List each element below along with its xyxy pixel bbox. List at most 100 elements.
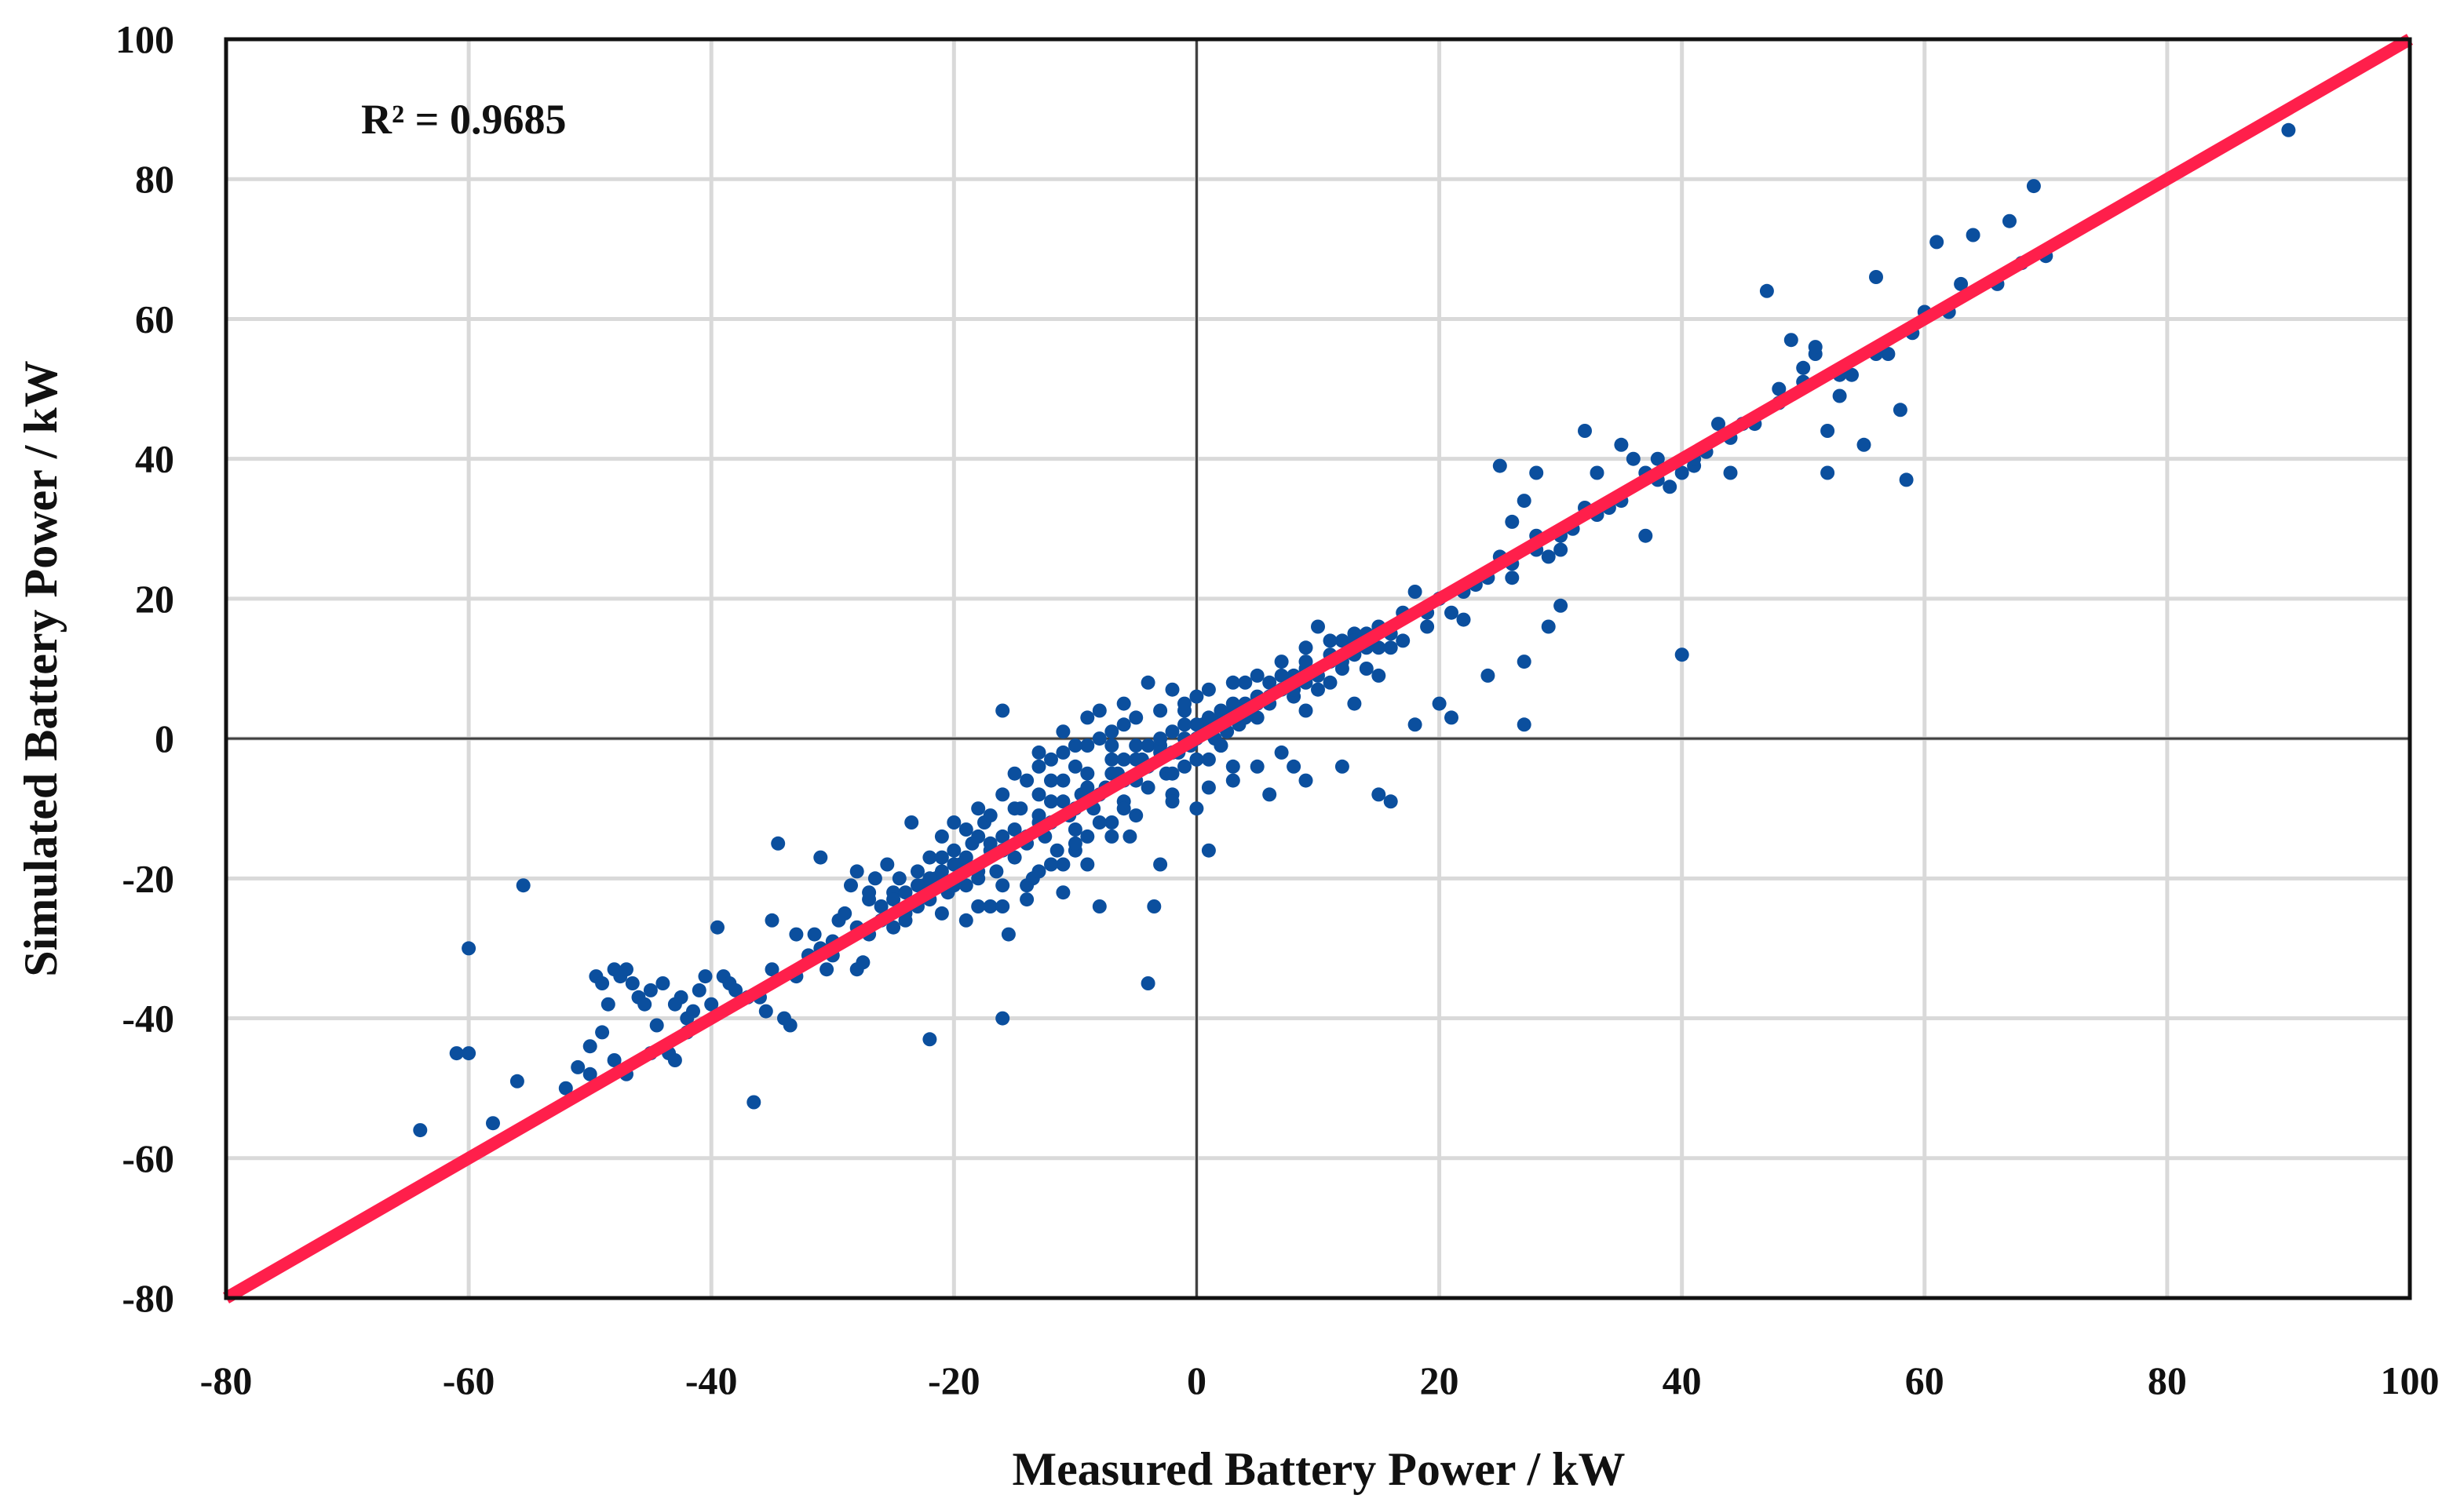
data-point	[947, 857, 962, 872]
data-point	[1104, 766, 1119, 781]
data-point	[1578, 424, 1592, 438]
data-point	[1031, 745, 1046, 760]
data-point	[1298, 655, 1313, 669]
data-point	[1262, 787, 1277, 802]
data-point	[1153, 857, 1168, 872]
data-point	[1238, 675, 1253, 690]
data-point	[1141, 738, 1155, 753]
data-point	[1371, 668, 1386, 683]
plot-frame	[224, 37, 2412, 1300]
data-point	[1104, 738, 1119, 753]
data-point	[1505, 571, 1520, 585]
data-point	[1177, 717, 1192, 732]
x-tick-labels: -80 -60 -40 -20 0 20 40 60 80 100	[200, 1358, 2440, 1402]
data-point	[1141, 976, 1155, 990]
data-point	[1001, 927, 1016, 942]
data-point	[1250, 710, 1265, 725]
data-point	[958, 913, 973, 928]
data-point	[1129, 752, 1144, 767]
data-point	[886, 892, 901, 907]
data-point	[728, 983, 743, 997]
data-point	[922, 1032, 937, 1047]
data-point	[1141, 780, 1155, 795]
data-point	[1674, 465, 1689, 480]
data-point	[1147, 899, 1162, 913]
data-point	[911, 864, 925, 879]
data-point	[1116, 801, 1131, 816]
data-point	[862, 885, 877, 900]
data-point	[1031, 759, 1046, 774]
fit-line-group	[223, 34, 2413, 1304]
data-point	[1020, 878, 1035, 893]
x-tick-label: 80	[2148, 1358, 2187, 1402]
data-point	[1080, 766, 1095, 781]
y-tick-label: -60	[122, 1136, 174, 1180]
data-point	[2281, 122, 2296, 137]
data-point	[771, 836, 786, 851]
y-tick-label: -40	[122, 997, 174, 1041]
data-point	[1129, 808, 1144, 823]
data-point	[1080, 780, 1095, 795]
data-point	[1201, 752, 1216, 767]
data-point	[1189, 689, 1204, 704]
data-point	[1056, 773, 1071, 788]
x-tick-label: -80	[200, 1358, 253, 1402]
data-point	[1104, 724, 1119, 739]
data-point	[1444, 710, 1458, 725]
data-point	[1383, 794, 1398, 809]
data-point	[1056, 724, 1071, 739]
data-point	[947, 843, 962, 858]
data-point	[1122, 829, 1137, 844]
data-point	[1553, 598, 1568, 613]
data-point	[1759, 283, 1774, 298]
data-point	[1371, 787, 1386, 802]
data-point	[1311, 682, 1325, 697]
data-point	[1068, 822, 1082, 837]
data-point	[1444, 605, 1458, 620]
data-point	[1650, 451, 1665, 466]
data-point	[958, 878, 973, 893]
data-point	[1311, 619, 1325, 634]
data-point	[600, 997, 615, 1012]
x-tick-label: 60	[1905, 1358, 1944, 1402]
data-point	[1298, 773, 1313, 788]
data-point	[1711, 417, 1725, 432]
data-point	[1056, 745, 1071, 760]
data-point	[1529, 465, 1544, 480]
data-point	[1031, 787, 1046, 802]
data-point	[1820, 424, 1835, 438]
data-point	[1432, 696, 1447, 711]
data-point	[1334, 759, 1349, 774]
data-point	[1165, 794, 1180, 809]
y-tick-label: -20	[122, 856, 174, 900]
data-point	[1505, 514, 1520, 529]
data-point	[1007, 766, 1022, 781]
data-point	[1020, 773, 1035, 788]
data-point	[1250, 668, 1265, 683]
data-point	[582, 1067, 597, 1081]
data-point	[595, 1025, 610, 1040]
data-point	[1044, 857, 1058, 872]
data-point	[1723, 465, 1738, 480]
data-point	[995, 899, 1010, 913]
data-point	[867, 871, 882, 886]
data-point	[1214, 738, 1228, 753]
data-point	[1214, 703, 1228, 718]
data-point	[1044, 794, 1058, 809]
y-tick-label: 80	[135, 157, 174, 201]
data-point	[1092, 815, 1107, 830]
x-tick-label: -60	[443, 1358, 495, 1402]
data-point	[2026, 179, 2041, 194]
y-tick-label: 20	[135, 577, 174, 621]
data-point	[1626, 451, 1641, 466]
data-point	[1262, 675, 1277, 690]
data-point	[1517, 655, 1531, 669]
data-point	[1116, 717, 1131, 732]
data-point	[1274, 655, 1289, 669]
data-point	[1104, 829, 1119, 844]
data-point	[1007, 822, 1022, 837]
data-point	[1966, 228, 1980, 242]
data-point	[1020, 892, 1035, 907]
data-point	[1189, 752, 1204, 767]
